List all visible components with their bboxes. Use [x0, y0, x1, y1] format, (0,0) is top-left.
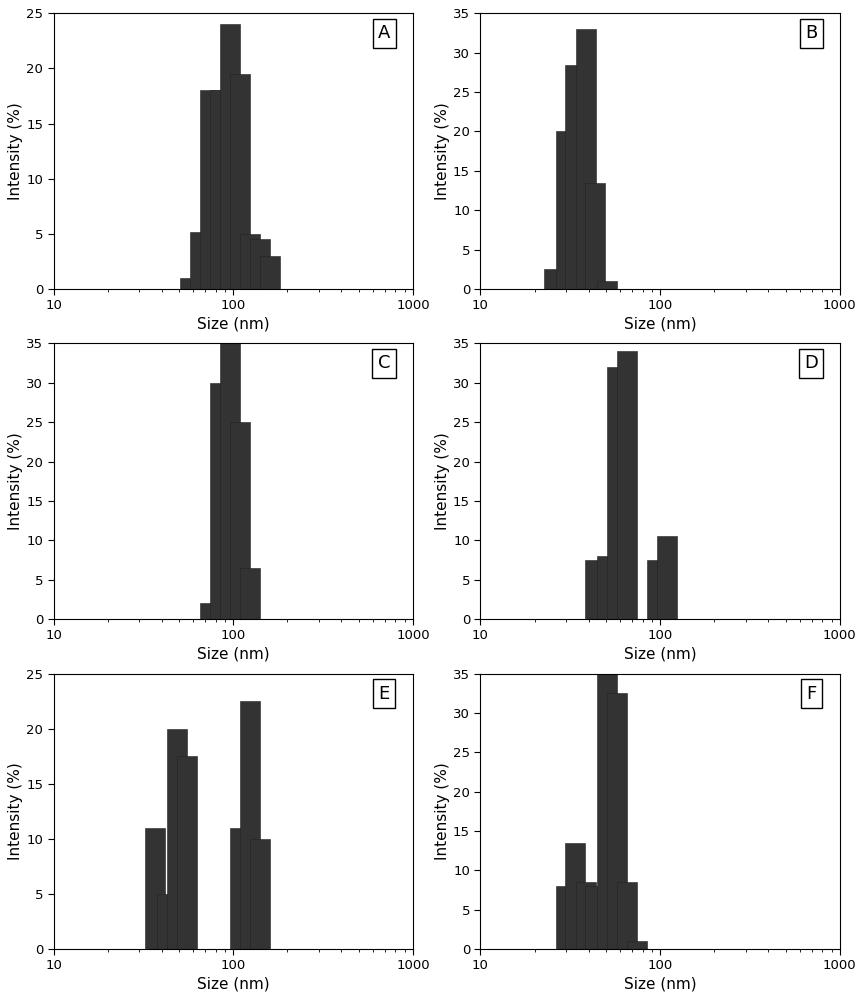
Bar: [230, 828, 250, 949]
Bar: [250, 839, 270, 949]
Bar: [190, 232, 210, 289]
Bar: [221, 343, 240, 619]
Y-axis label: Intensity (%): Intensity (%): [9, 102, 23, 200]
Bar: [647, 560, 667, 619]
Bar: [586, 886, 605, 949]
Bar: [657, 536, 677, 619]
Bar: [597, 281, 617, 289]
Bar: [200, 90, 220, 289]
Text: A: A: [378, 24, 390, 42]
Bar: [200, 603, 220, 619]
Bar: [617, 882, 637, 949]
X-axis label: Size (nm): Size (nm): [624, 647, 696, 662]
Text: C: C: [378, 354, 390, 372]
Y-axis label: Intensity (%): Intensity (%): [435, 432, 451, 530]
Text: B: B: [805, 24, 817, 42]
X-axis label: Size (nm): Size (nm): [624, 977, 696, 992]
Text: E: E: [379, 685, 390, 703]
Bar: [240, 701, 260, 949]
Y-axis label: Intensity (%): Intensity (%): [9, 762, 23, 860]
Bar: [576, 29, 596, 289]
Text: F: F: [806, 685, 817, 703]
Bar: [145, 828, 165, 949]
Bar: [240, 568, 260, 619]
Bar: [566, 843, 586, 949]
Bar: [555, 886, 575, 949]
Bar: [240, 234, 260, 289]
X-axis label: Size (nm): Size (nm): [197, 647, 270, 662]
Bar: [576, 882, 596, 949]
Bar: [597, 556, 617, 619]
Bar: [180, 278, 200, 289]
Bar: [566, 65, 586, 289]
Bar: [250, 239, 270, 289]
Bar: [177, 756, 197, 949]
Bar: [617, 351, 637, 619]
Text: D: D: [804, 354, 818, 372]
Bar: [555, 131, 575, 289]
Bar: [157, 894, 176, 949]
Bar: [544, 269, 564, 289]
Bar: [210, 383, 230, 619]
Bar: [607, 367, 627, 619]
Bar: [627, 941, 647, 949]
Bar: [586, 183, 605, 289]
X-axis label: Size (nm): Size (nm): [197, 316, 270, 331]
Bar: [230, 74, 250, 289]
X-axis label: Size (nm): Size (nm): [624, 316, 696, 331]
Bar: [230, 422, 250, 619]
Bar: [221, 24, 240, 289]
Bar: [586, 560, 605, 619]
Bar: [597, 674, 617, 949]
Y-axis label: Intensity (%): Intensity (%): [9, 432, 23, 530]
Bar: [210, 90, 230, 289]
Y-axis label: Intensity (%): Intensity (%): [435, 102, 451, 200]
Bar: [167, 729, 187, 949]
X-axis label: Size (nm): Size (nm): [197, 977, 270, 992]
Bar: [607, 693, 627, 949]
Bar: [260, 256, 279, 289]
Y-axis label: Intensity (%): Intensity (%): [435, 762, 451, 860]
